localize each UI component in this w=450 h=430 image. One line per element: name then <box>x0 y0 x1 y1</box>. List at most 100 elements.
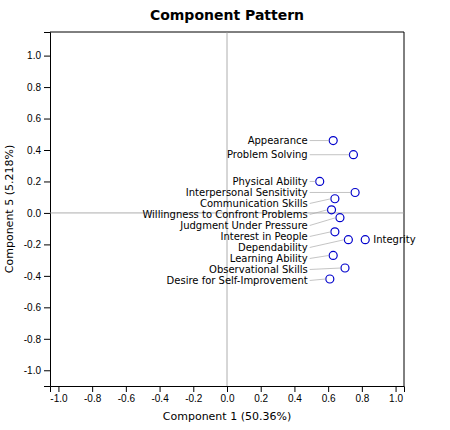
x-tick-label: 0.4 <box>288 393 302 404</box>
point <box>341 264 349 272</box>
leader-line <box>310 279 326 280</box>
y-tick: 0.6 <box>27 113 50 124</box>
x-tick: 0.0 <box>221 386 235 404</box>
x-tick-mark <box>396 386 397 392</box>
point-label: Observational Skills <box>209 264 308 275</box>
frame-right <box>404 32 405 386</box>
x-tick-mark <box>294 386 295 392</box>
point-label: Interpersonal Sensitivity <box>186 187 308 198</box>
leader-line <box>310 154 350 155</box>
point-label: Desire for Self-Improvement <box>167 275 308 286</box>
x-tick-mark <box>126 386 127 392</box>
point <box>329 137 337 145</box>
y-tick-label: 0.0 <box>27 208 41 219</box>
x-tick-mark <box>58 386 59 392</box>
x-tick-mark <box>328 386 329 392</box>
point-label: Appearance <box>248 135 308 146</box>
y-tick: 0.2 <box>27 176 50 187</box>
y-tick-label: -0.4 <box>24 271 42 282</box>
x-tick-label: -0.2 <box>185 393 203 404</box>
y-tick-mark <box>44 87 50 88</box>
x-tick-mark <box>160 386 161 392</box>
point-label: Communication Skills <box>200 198 308 209</box>
point <box>336 214 344 222</box>
x-axis: -1.0 -0.8 -0.6 -0.4 -0.2 0.0 0.2 0.4 0.6 0.8 1.0 <box>50 386 404 404</box>
y-tick: -0.8 <box>24 334 50 345</box>
leader-line <box>310 268 341 269</box>
point-label: Judgment Under Pressure <box>179 220 307 231</box>
title: Component Pattern <box>150 7 304 23</box>
x-tick-label: 0.2 <box>254 393 268 404</box>
x-tick: -0.4 <box>151 386 169 404</box>
x-tick-label: 0.0 <box>221 393 235 404</box>
x-tick: -0.8 <box>84 386 102 404</box>
point <box>316 177 324 185</box>
y-tick-mark <box>44 150 50 151</box>
point <box>351 188 359 196</box>
leader-line <box>310 199 331 204</box>
y-tick-mark <box>44 181 50 182</box>
y-axis-title: Component 5 (5.218%) <box>3 145 16 273</box>
plot-area: -1.0-0.8-0.6-0.4-0.20.00.20.40.60.81.0-1… <box>24 32 416 404</box>
x-tick-label: -0.8 <box>84 393 102 404</box>
point <box>344 236 352 244</box>
leader-line <box>310 240 345 248</box>
y-tick-label: 1.0 <box>27 50 41 61</box>
leader-line <box>310 181 316 182</box>
x-tick: 0.8 <box>355 386 369 404</box>
y-tick-mark <box>44 370 50 371</box>
chart: -1.0-0.8-0.6-0.4-0.20.00.20.40.60.81.0-1… <box>0 0 450 430</box>
y-tick: -1.0 <box>24 365 50 376</box>
y-tick-mark <box>44 244 50 245</box>
y-tick: -0.6 <box>24 302 50 313</box>
y-axis-line <box>44 33 51 387</box>
y-tick-label: -1.0 <box>24 365 42 376</box>
point <box>331 228 339 236</box>
point-label: Learning Ability <box>230 253 308 264</box>
x-tick-mark <box>227 386 228 392</box>
point <box>326 275 334 283</box>
x-tick: 0.4 <box>288 386 302 404</box>
leader-line <box>310 232 331 237</box>
x-tick-mark <box>92 386 93 392</box>
point-label: Dependability <box>238 242 308 253</box>
x-tick: -0.6 <box>118 386 136 404</box>
point-label: Interest in People <box>220 231 307 242</box>
point <box>329 251 337 259</box>
x-tick-label: -0.6 <box>118 393 136 404</box>
x-tick-mark <box>193 386 194 392</box>
y-tick-mark <box>44 339 50 340</box>
x-tick: -0.2 <box>185 386 203 404</box>
x-tick-label: 0.8 <box>355 393 369 404</box>
point-labels: AppearanceProblem SolvingPhysical Abilit… <box>142 135 415 286</box>
point <box>349 151 357 159</box>
leader-line <box>310 255 329 258</box>
y-tick: 1.0 <box>27 50 50 61</box>
x-tick-label: -1.0 <box>50 393 68 404</box>
x-axis-title: Component 1 (50.36%) <box>163 410 291 423</box>
marks <box>50 32 404 386</box>
y-tick-mark <box>44 56 50 57</box>
y-tick-label: 0.2 <box>27 176 41 187</box>
y-tick-label: -0.6 <box>24 302 42 313</box>
point-label: Integrity <box>373 234 416 245</box>
leader-lines <box>310 141 351 281</box>
x-tick: 0.6 <box>322 386 336 404</box>
y-tick-mark <box>44 119 50 120</box>
y-tick-label: -0.8 <box>24 334 42 345</box>
y-tick: -0.4 <box>24 271 50 282</box>
x-tick-label: -0.4 <box>151 393 169 404</box>
leader-line <box>310 140 329 141</box>
y-tick-label: 0.8 <box>27 82 41 93</box>
y-tick: 0.4 <box>27 145 50 156</box>
x-tick: -1.0 <box>50 386 68 404</box>
x-tick-label: 0.6 <box>322 393 336 404</box>
point <box>361 236 369 244</box>
x-tick: 0.2 <box>254 386 268 404</box>
y-tick: -0.2 <box>24 239 50 250</box>
leader-line <box>310 192 351 193</box>
x-tick: 1.0 <box>389 386 403 404</box>
y-tick-mark <box>44 307 50 308</box>
y-tick-mark <box>44 276 50 277</box>
x-axis-line <box>51 387 405 393</box>
